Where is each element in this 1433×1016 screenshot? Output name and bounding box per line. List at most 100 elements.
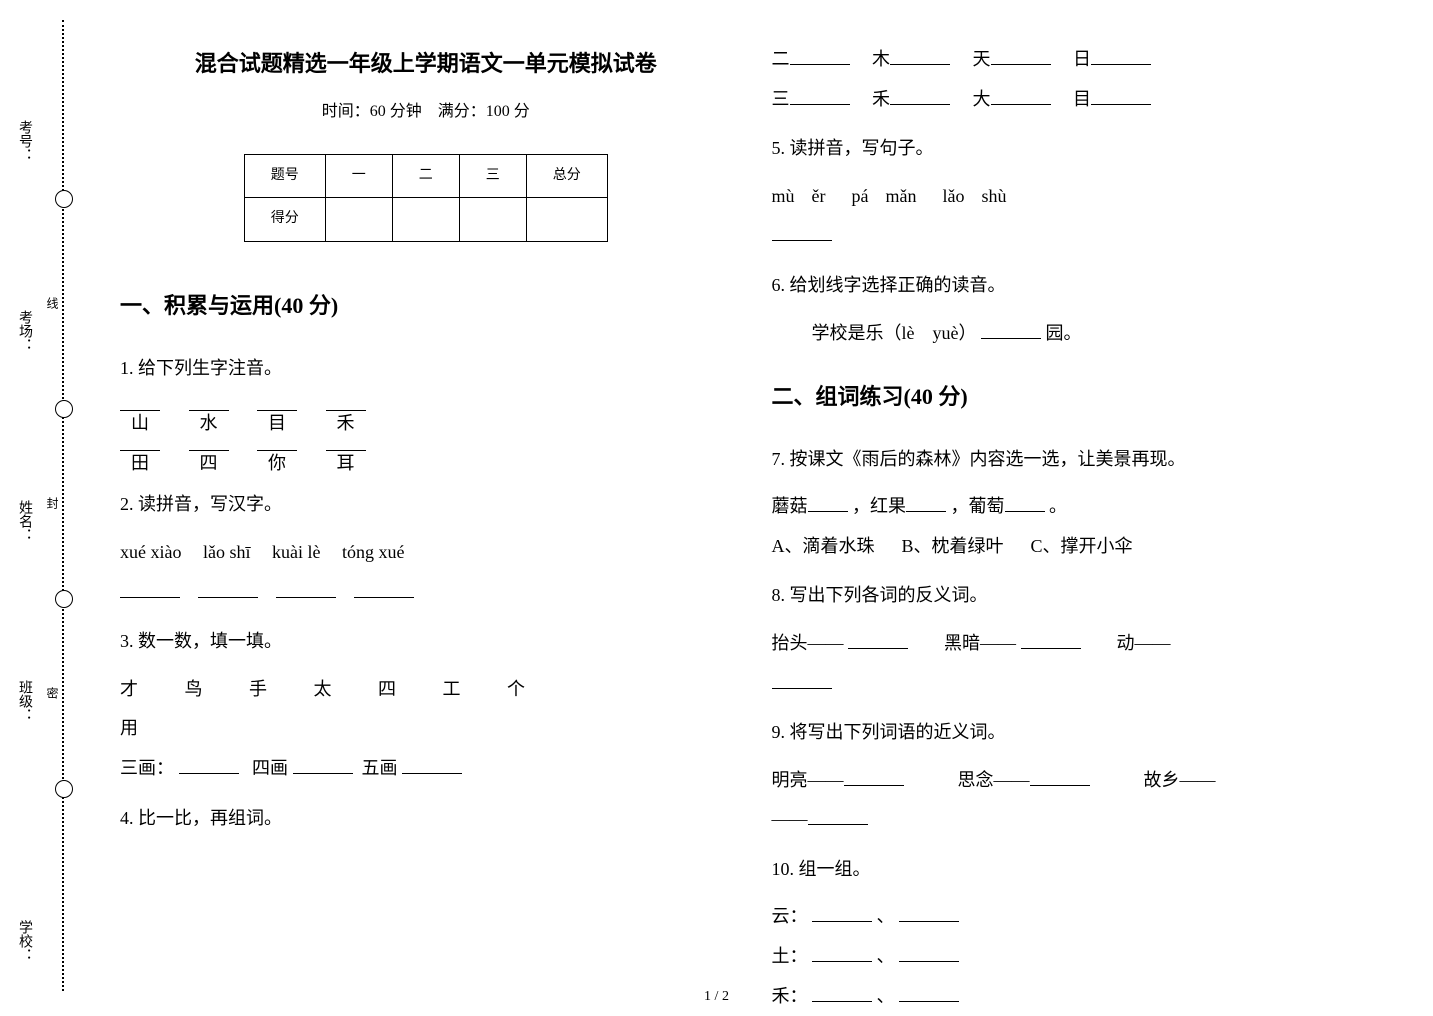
char: 木: [872, 49, 890, 69]
q6-prompt: 6. 给划线字选择正确的读音。: [772, 266, 1384, 306]
q2-prompt: 2. 读拼音，写汉字。: [120, 485, 732, 525]
q9-line: 明亮—— 思念—— 故乡—— ——: [772, 761, 1384, 840]
q3-prompt: 3. 数一数，填一填。: [120, 622, 732, 662]
column-left: 混合试题精选一年级上学期语文一单元模拟试卷 时间：60 分钟 满分：100 分 …: [100, 40, 752, 991]
pinyin: mù: [772, 186, 795, 206]
answer-blank: [1021, 630, 1081, 649]
answer-blank: [1091, 46, 1151, 65]
pinyin: shù: [982, 186, 1007, 206]
answer-blank: [120, 579, 180, 598]
seal-circle: [55, 400, 73, 418]
q5-pinyin: mù ěr pá mǎn lǎo shù: [772, 177, 1384, 217]
q7-choices: A、滴着水珠 B、枕着绿叶 C、撑开小伞: [772, 527, 1384, 567]
word: 动——: [1117, 633, 1171, 653]
choice-a: A、滴着水珠: [772, 536, 875, 556]
q7-prompt: 7. 按课文《雨后的森林》内容选一选，让美景再现。: [772, 440, 1384, 480]
score-table: 题号 一 二 三 总分 得分: [244, 154, 608, 243]
binding-gutter: 线 封 密 考号： 考场： 姓名： 班级： 学校：: [0, 0, 90, 1011]
answer-blank: [179, 755, 239, 774]
char: 耳: [326, 453, 366, 475]
field-label-banji: 班级：: [14, 680, 34, 722]
seal-circle: [55, 590, 73, 608]
pinyin: pá: [852, 186, 869, 206]
column-right: 二 木 天 日 三 禾 大 目 5. 读拼音，写句子。 mù ěr pá mǎn: [752, 40, 1404, 991]
char: 太: [314, 670, 374, 710]
pinyin: lǎo shī: [203, 542, 251, 562]
zhuyin-cell: 耳: [326, 436, 366, 475]
q6-text-a: 学校是乐（lè yuè）: [812, 323, 977, 343]
zhuyin-cell: 山: [120, 396, 160, 435]
q10-row: 土： 、: [772, 937, 1384, 977]
pinyin: ěr: [812, 186, 826, 206]
word: 明亮——: [772, 770, 844, 790]
answer-blank: [1030, 767, 1090, 786]
answer-blank: [293, 755, 353, 774]
score-cell: [325, 198, 392, 242]
char: 日: [1073, 49, 1091, 69]
zhuyin-cell: 禾: [326, 396, 366, 435]
q8-prompt: 8. 写出下列各词的反义词。: [772, 576, 1384, 616]
zhuyin-cell: 四: [189, 436, 229, 475]
char: 个: [507, 670, 567, 710]
choice-b: B、枕着绿叶: [902, 536, 1004, 556]
label: 土：: [772, 946, 808, 966]
answer-blank: [899, 903, 959, 922]
q2-pinyin-row: xué xiào lǎo shī kuài lè tóng xué: [120, 533, 732, 573]
sep: 、: [877, 986, 895, 1006]
word: 蘑菇: [772, 496, 808, 516]
table-row: 题号 一 二 三 总分: [244, 154, 607, 198]
field-label-xuexiao: 学校：: [14, 920, 34, 962]
char: 你: [257, 453, 297, 475]
th-col: 总分: [526, 154, 607, 198]
field-label-xingming: 姓名：: [14, 500, 34, 542]
pinyin: kuài lè: [272, 542, 320, 562]
zhuyin-cell: 目: [257, 396, 297, 435]
answer-blank: [899, 983, 959, 1002]
answer-blank: [1005, 493, 1045, 512]
char: 三: [772, 89, 790, 109]
score-cell: [526, 198, 607, 242]
char: 才: [120, 670, 180, 710]
zhuyin-cell: 你: [257, 436, 297, 475]
label-three: 三画：: [120, 758, 174, 778]
q8-line: 抬头—— 黑暗—— 动——: [772, 624, 1384, 703]
th-defen: 得分: [244, 198, 325, 242]
q7-fill-line: 蘑菇 ，红果 ，葡萄 。: [772, 487, 1384, 527]
exam-subtitle: 时间：60 分钟 满分：100 分: [120, 94, 732, 129]
exam-title: 混合试题精选一年级上学期语文一单元模拟试卷: [120, 40, 732, 88]
char: 天: [973, 49, 991, 69]
q3-blanks-line: 三画： 四画 五画: [120, 749, 732, 789]
answer-blank: [899, 943, 959, 962]
label-four: 四画: [252, 758, 288, 778]
word: 黑暗——: [944, 633, 1016, 653]
answer-blank: [890, 46, 950, 65]
page-number: 1 / 2: [704, 989, 729, 1005]
answer-blank: [354, 579, 414, 598]
char: 目: [257, 413, 297, 435]
answer-blank: [790, 86, 850, 105]
char: 禾: [872, 89, 890, 109]
q6-text-b: 园。: [1045, 323, 1081, 343]
answer-blank: [402, 755, 462, 774]
pinyin: xué xiào: [120, 542, 181, 562]
char: 大: [973, 89, 991, 109]
answer-blank: [772, 222, 832, 241]
char: 四: [378, 670, 438, 710]
q1-prompt: 1. 给下列生字注音。: [120, 349, 732, 389]
zhuyin-cell: 田: [120, 436, 160, 475]
char: 二: [772, 49, 790, 69]
q3-chars: 才 鸟 手 太 四 工 个 用: [120, 670, 732, 749]
answer-blank: [906, 493, 946, 512]
label: 云：: [772, 906, 808, 926]
q4-pair-row: 三 禾 大 目: [772, 80, 1384, 120]
word: 抬头——: [772, 633, 844, 653]
char: 手: [249, 670, 309, 710]
q2-blanks: [120, 573, 732, 613]
char: 用: [120, 709, 180, 749]
q10-prompt: 10. 组一组。: [772, 850, 1384, 890]
label-five: 五画: [362, 758, 398, 778]
word: 思念——: [958, 770, 1030, 790]
char: 工: [443, 670, 503, 710]
score-cell: [459, 198, 526, 242]
word: ，红果: [852, 496, 906, 516]
